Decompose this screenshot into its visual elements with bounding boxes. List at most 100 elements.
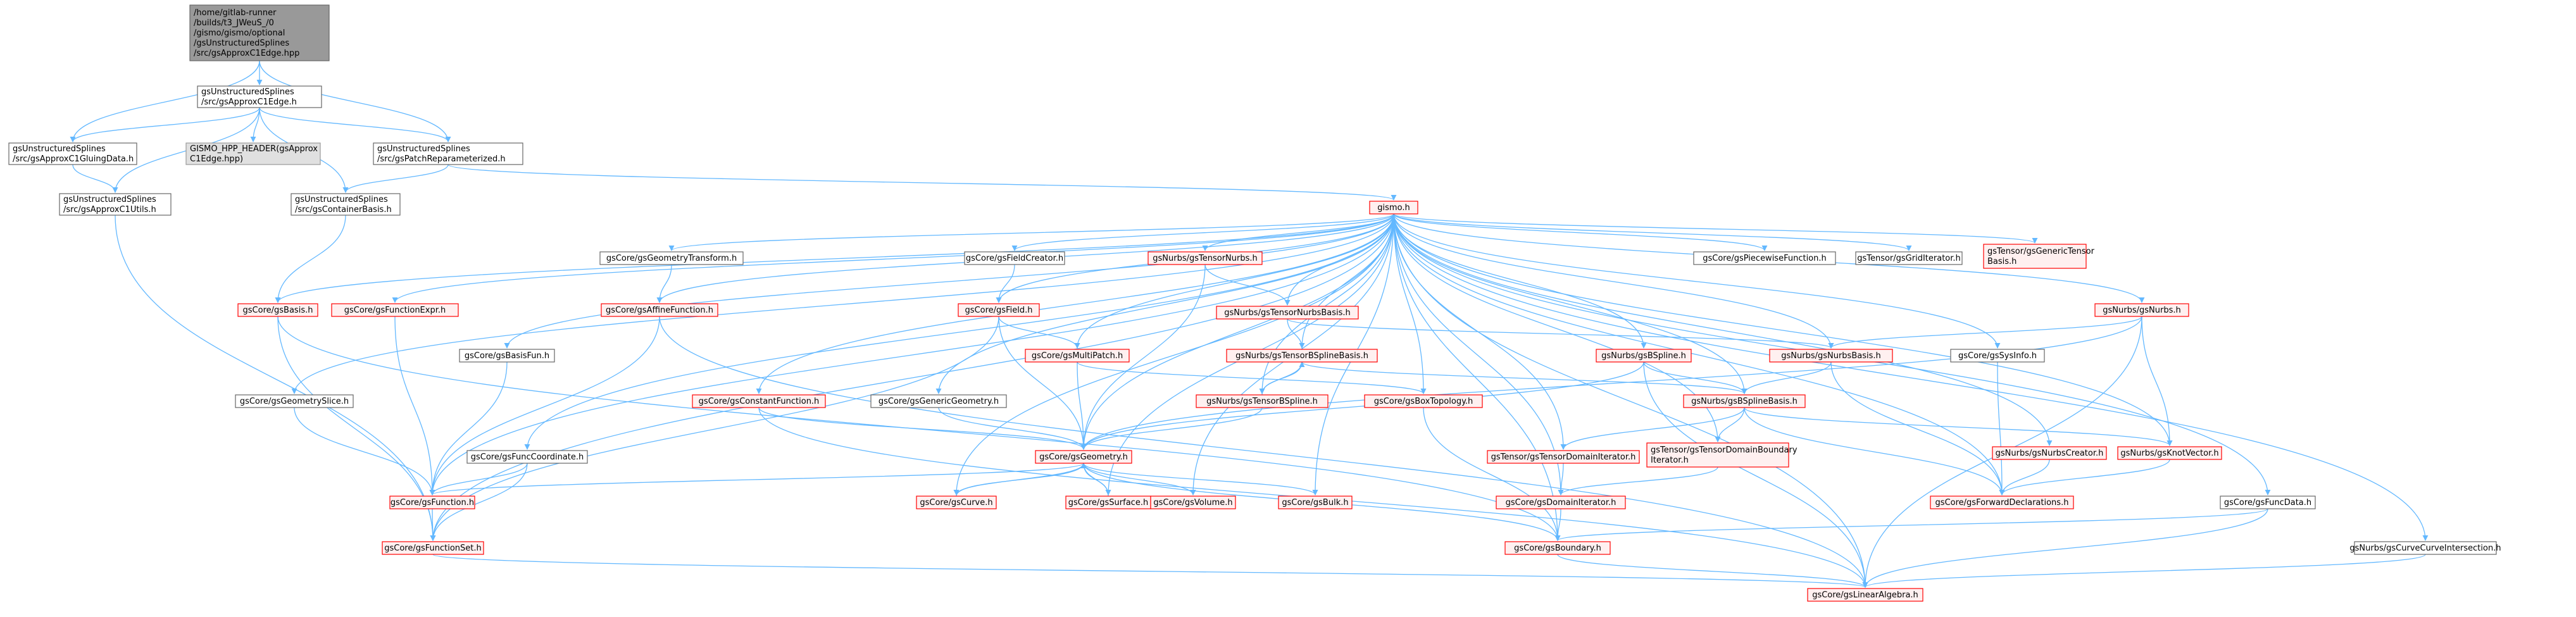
graph-node-n_curve[interactable]: gsCore/gsCurve.h — [916, 495, 997, 509]
graph-node-n_tensornurbs[interactable]: gsNurbs/gsTensorNurbs.h — [1147, 251, 1263, 265]
graph-node-n_nurbscreator[interactable]: gsNurbs/gsNurbsCreator.h — [1992, 446, 2107, 460]
graph-node-n_fwddecl[interactable]: gsCore/gsForwardDeclarations.h — [1930, 495, 2074, 509]
node-box — [1983, 244, 2087, 269]
graph-node-n_funcdata[interactable]: gsCore/gsFuncData.h — [2220, 495, 2316, 509]
graph-node-n_edge_h[interactable]: gsUnstructuredSplines/src/gsApproxC1Edge… — [197, 85, 322, 108]
node-box — [599, 251, 744, 265]
edge-n_tensorbspline-to-n_tensorbsplinebasis — [1261, 361, 1305, 396]
node-label-line: gsNurbs/gsTensorNurbs.h — [1153, 254, 1258, 263]
graph-node-n_geomslice[interactable]: gsCore/gsGeometrySlice.h — [235, 394, 354, 408]
graph-node-n_affine[interactable]: gsCore/gsAffineFunction.h — [601, 303, 718, 317]
node-box — [1930, 495, 2074, 509]
graph-node-n_gismo[interactable]: gismo.h — [1369, 201, 1418, 215]
header-nodes: /home/gitlab-runner/builds/t3_JWeuS_/0/g… — [8, 4, 2501, 602]
edge-n_sysinfo-to-n_fwddecl — [1997, 361, 2005, 495]
graph-node-n_tensordombound[interactable]: gsTensor/gsTensorDomainBoundaryIterator.… — [1646, 442, 1798, 468]
graph-node-n_knotvector[interactable]: gsNurbs/gsKnotVector.h — [2117, 446, 2222, 460]
node-label-line: gsCore/gsBulk.h — [1282, 498, 1348, 508]
graph-node-n_tensorbspline[interactable]: gsNurbs/gsTensorBSpline.h — [1196, 394, 1329, 408]
node-label-line: gsCore/gsFuncData.h — [2224, 498, 2311, 508]
node-label-line: /src/gsApproxC1Utils.h — [63, 205, 156, 215]
edge-n_bspline-to-n_geometry — [1080, 361, 1644, 450]
edge-n_bsplinebasis-to-n_tensordomiter — [1560, 407, 1745, 450]
node-box — [1025, 349, 1130, 363]
graph-node-n_linalg[interactable]: gsCore/gsLinearAlgebra.h — [1807, 588, 1923, 602]
graph-node-n_tensornurbsbasis[interactable]: gsNurbs/gsTensorNurbsBasis.h — [1216, 306, 1359, 320]
graph-node-n_piecewise[interactable]: gsCore/gsPiecewiseFunction.h — [1693, 251, 1836, 265]
edge-n_fieldcreator-to-n_field — [996, 264, 1015, 303]
node-label-line: /src/gsApproxC1Edge.h — [201, 97, 297, 107]
node-label-line: C1Edge.hpp) — [190, 154, 243, 164]
node-label-line: gsCore/gsFuncCoordinate.h — [471, 452, 584, 462]
graph-node-n_geometry[interactable]: gsCore/gsGeometry.h — [1035, 450, 1132, 464]
edge-n_geomslice-to-n_function — [294, 407, 435, 495]
graph-node-n_funcset[interactable]: gsCore/gsFunctionSet.h — [382, 541, 484, 555]
graph-node-n_funccoord[interactable]: gsCore/gsFuncCoordinate.h — [466, 450, 588, 464]
graph-node-n_nurbs[interactable]: gsNurbs/gsNurbs.h — [2094, 303, 2189, 317]
node-label-line: gsCore/gsPiecewiseFunction.h — [1703, 254, 1827, 263]
node-label-line: gsCore/gsBoxTopology.h — [1374, 397, 1473, 406]
graph-node-n_genericgeom[interactable]: gsCore/gsGenericGeometry.h — [870, 394, 1007, 408]
graph-node-n_funcexpr[interactable]: gsCore/gsFunctionExpr.h — [331, 303, 459, 317]
edge-n_tensordombound-to-n_domiter — [1558, 466, 1718, 495]
node-box — [1150, 495, 1236, 509]
graph-node-n_bspline[interactable]: gsNurbs/gsBSpline.h — [1596, 349, 1692, 363]
edge-n_funcexpr-to-n_function — [394, 316, 435, 495]
node-box — [382, 541, 484, 555]
graph-node-n_domiter[interactable]: gsCore/gsDomainIterator.h — [1496, 495, 1626, 509]
node-label-line: gsNurbs/gsBSpline.h — [1601, 351, 1686, 361]
graph-node-n_utils[interactable]: gsUnstructuredSplines/src/gsApproxC1Util… — [59, 193, 172, 216]
node-box — [964, 251, 1065, 265]
edge-n_funccoord-to-n_function — [429, 463, 528, 495]
node-label-line: gsCore/gsFunctionExpr.h — [344, 306, 446, 315]
graph-node-n_patchrep[interactable]: gsUnstructuredSplines/src/gsPatchReparam… — [373, 142, 523, 165]
graph-node-n_basis[interactable]: gsCore/gsBasis.h — [237, 303, 318, 317]
node-label-line: gsCore/gsBoundary.h — [1514, 544, 1601, 553]
graph-node-n_fieldcreator[interactable]: gsCore/gsFieldCreator.h — [964, 251, 1065, 265]
edge-n_funccoord-to-n_funcset — [430, 463, 528, 541]
node-box — [1487, 450, 1640, 464]
edge-n_gismo-to-n_nurbscreator — [1393, 213, 2053, 446]
node-label-line: gsCore/gsMultiPatch.h — [1032, 351, 1123, 361]
node-box — [466, 450, 588, 464]
graph-node-n_gluing[interactable]: gsUnstructuredSplines/src/gsApproxC1Glui… — [8, 142, 137, 165]
graph-node-n_nurbsbasis[interactable]: gsNurbs/gsNurbsBasis.h — [1769, 349, 1893, 363]
graph-node-n_geomtransform[interactable]: gsCore/gsGeometryTransform.h — [599, 251, 744, 265]
graph-node-n_bulk[interactable]: gsCore/gsBulk.h — [1278, 495, 1353, 509]
graph-node-n_griditer[interactable]: gsTensor/gsGridIterator.h — [1855, 251, 1963, 265]
graph-node-n_function[interactable]: gsCore/gsFunction.h — [389, 495, 475, 509]
graph-node-n_constfunc[interactable]: gsCore/gsConstantFunction.h — [692, 394, 826, 408]
graph-node-n_contbasis[interactable]: gsUnstructuredSplines/src/gsContainerBas… — [291, 193, 401, 216]
node-box — [1216, 306, 1359, 320]
graph-node-n_volume[interactable]: gsCore/gsVolume.h — [1150, 495, 1236, 509]
graph-node-n_multipatch[interactable]: gsCore/gsMultiPatch.h — [1025, 349, 1130, 363]
edge-n_bsplinebasis-to-n_knotvector — [1744, 407, 2173, 446]
graph-node-n_basisfun[interactable]: gsCore/gsBasisFun.h — [459, 349, 555, 363]
node-label-line: gsNurbs/gsBSplineBasis.h — [1691, 397, 1798, 406]
edge-n_gismo-to-n_curve — [953, 213, 1394, 495]
graph-node-n_boxtopo[interactable]: gsCore/gsBoxTopology.h — [1364, 394, 1483, 408]
edge-n_gismo-to-n_multipatch — [1074, 213, 1394, 349]
graph-node-n_bsplinebasis[interactable]: gsNurbs/gsBSplineBasis.h — [1683, 394, 1806, 408]
graph-node-n_sysinfo[interactable]: gsCore/gsSysInfo.h — [1950, 349, 2045, 363]
graph-node-n_tensorbsplinebasis[interactable]: gsNurbs/gsTensorBSplineBasis.h — [1226, 349, 1378, 363]
node-box — [1596, 349, 1692, 363]
node-label-line: gsUnstructuredSplines — [13, 144, 106, 154]
node-box — [1364, 394, 1483, 408]
graph-node-n_boundary[interactable]: gsCore/gsBoundary.h — [1504, 541, 1611, 555]
graph-node-n_tensordomiter[interactable]: gsTensor/gsTensorDomainIterator.h — [1487, 450, 1640, 464]
edge-n_gismo-to-n_geomslice — [291, 213, 1394, 394]
graph-node-n_curvecurve[interactable]: gsNurbs/gsCurveCurveIntersection.h — [2349, 541, 2501, 555]
edge-n_tensornurbsbasis-to-n_nurbsbasis — [1287, 318, 1834, 349]
edge-n_tensornurbs-to-n_tensornurbsbasis — [1204, 264, 1291, 306]
edge-n_nurbs-to-n_knotvector — [2141, 316, 2173, 446]
graph-node-n_field[interactable]: gsCore/gsField.h — [958, 303, 1040, 317]
edge-n_gismo-to-n_bsplinebasis — [1393, 213, 1748, 394]
edge-n_gismo-to-n_boxtopo — [1393, 213, 1427, 394]
node-label-line: gsCore/gsFieldCreator.h — [966, 254, 1063, 263]
node-label-line: gsNurbs/gsKnotVector.h — [2120, 449, 2218, 458]
edge-n_genericgeom-to-n_geometry — [938, 407, 1087, 450]
graph-node-n_surface[interactable]: gsCore/gsSurface.h — [1065, 495, 1151, 509]
node-label-line: gsUnstructuredSplines — [201, 87, 294, 97]
